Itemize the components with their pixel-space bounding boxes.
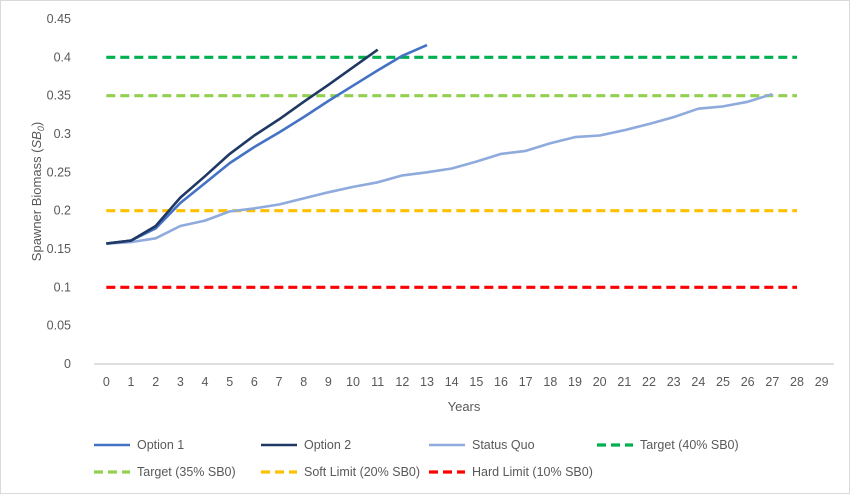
- x-tick-label: 17: [519, 375, 533, 389]
- y-tick-label: 0.4: [54, 50, 71, 64]
- y-tick-label: 0.15: [47, 242, 71, 256]
- x-tick-label: 15: [469, 375, 483, 389]
- y-tick-label: 0.3: [54, 127, 71, 141]
- x-tick-label: 16: [494, 375, 508, 389]
- legend-label: Soft Limit (20% SB0): [304, 465, 420, 479]
- legend: Option 1 Option 2 Status Quo Target (40% SB…: [94, 438, 739, 479]
- x-tick-label: 22: [642, 375, 656, 389]
- x-tick-label: 20: [593, 375, 607, 389]
- y-tick-label: 0.2: [54, 204, 71, 218]
- legend-label: Hard Limit (10% SB0): [472, 465, 593, 479]
- x-tick-label: 0: [103, 375, 110, 389]
- y-axis-title-symbol: SB: [29, 131, 44, 149]
- legend-label: Status Quo: [472, 438, 535, 452]
- y-tick-labels: 0 0.05 0.1 0.15 0.2 0.25 0.3 0.35 0.4 0.45: [47, 12, 71, 371]
- x-tick-label: 7: [276, 375, 283, 389]
- x-tick-label: 6: [251, 375, 258, 389]
- series-line-status-quo: [106, 92, 773, 245]
- x-tick-label: 13: [420, 375, 434, 389]
- x-tick-label: 24: [691, 375, 705, 389]
- x-tick-label: 18: [543, 375, 557, 389]
- y-tick-label: 0: [64, 357, 71, 371]
- x-tick-label: 25: [716, 375, 730, 389]
- y-axis-title-subscript: 0: [36, 126, 46, 131]
- x-tick-label: 21: [617, 375, 631, 389]
- x-tick-labels: 0 1 2 3 4 5 6 7 8 9 10 11 12 13 14 15 16 17 18 19 20 21 22 23 24…: [103, 375, 829, 389]
- y-tick-label: 0.05: [47, 319, 71, 333]
- x-tick-label: 28: [790, 375, 804, 389]
- legend-label: Target (40% SB0): [640, 438, 739, 452]
- x-tick-label: 29: [815, 375, 829, 389]
- x-tick-label: 10: [346, 375, 360, 389]
- x-tick-label: 26: [741, 375, 755, 389]
- y-tick-label: 0.45: [47, 12, 71, 26]
- y-axis-title-suffix: ): [29, 122, 44, 126]
- y-tick-label: 0.35: [47, 89, 71, 103]
- legend-label: Option 1: [137, 438, 184, 452]
- series-line-option-2: [106, 48, 379, 245]
- x-tick-label: 4: [202, 375, 209, 389]
- x-tick-label: 5: [226, 375, 233, 389]
- series-line-option-1: [106, 43, 428, 245]
- x-tick-label: 3: [177, 375, 184, 389]
- y-tick-label: 0.25: [47, 165, 71, 179]
- x-tick-label: 27: [765, 375, 779, 389]
- x-tick-label: 14: [445, 375, 459, 389]
- x-tick-label: 9: [325, 375, 332, 389]
- legend-label: Target (35% SB0): [137, 465, 236, 479]
- y-tick-label: 0.1: [54, 280, 71, 294]
- x-tick-label: 1: [128, 375, 135, 389]
- plot-lines: [106, 43, 797, 289]
- x-tick-label: 19: [568, 375, 582, 389]
- y-axis-title: Spawner Biomass (SB0): [29, 122, 46, 261]
- y-axis-title-prefix: Spawner Biomass (: [29, 148, 44, 261]
- x-tick-label: 8: [300, 375, 307, 389]
- x-axis-title: Years: [448, 399, 481, 414]
- x-tick-label: 12: [395, 375, 409, 389]
- x-tick-label: 2: [152, 375, 159, 389]
- x-tick-label: 23: [667, 375, 681, 389]
- x-tick-label: 11: [371, 375, 384, 389]
- legend-label: Option 2: [304, 438, 351, 452]
